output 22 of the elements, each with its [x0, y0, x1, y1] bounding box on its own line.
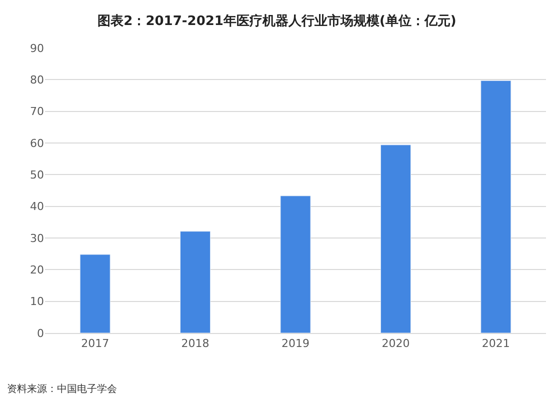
- y-tick-label: 40: [30, 200, 44, 214]
- y-tick-label: 0: [37, 326, 44, 340]
- x-tick-label: 2018: [181, 337, 210, 350]
- y-tick-label: 50: [30, 168, 44, 182]
- y-tick-label: 10: [30, 295, 44, 308]
- y-tick-label: 30: [30, 232, 44, 245]
- bar: [180, 231, 211, 333]
- text: 资料来源：中国电子学会: [7, 383, 117, 395]
- y-tick-label: 80: [30, 74, 44, 87]
- x-tick-label: 2019: [282, 337, 310, 350]
- x-tick-label: 2020: [382, 337, 410, 350]
- chart-title: 图表2：2017-2021年医疗机器人行业市场规模(单位：亿元): [98, 13, 456, 30]
- y-tick-label: 20: [30, 264, 44, 277]
- x-tick-label: 2017: [81, 337, 110, 350]
- bar: [80, 254, 110, 333]
- y-tick-label: 90: [30, 42, 44, 55]
- y-tick-label: 70: [30, 105, 44, 118]
- bar: [380, 144, 411, 333]
- bar: [280, 196, 311, 333]
- bar: [480, 80, 512, 333]
- y-tick-label: 60: [30, 136, 44, 150]
- x-tick-label: 2021: [482, 337, 510, 350]
